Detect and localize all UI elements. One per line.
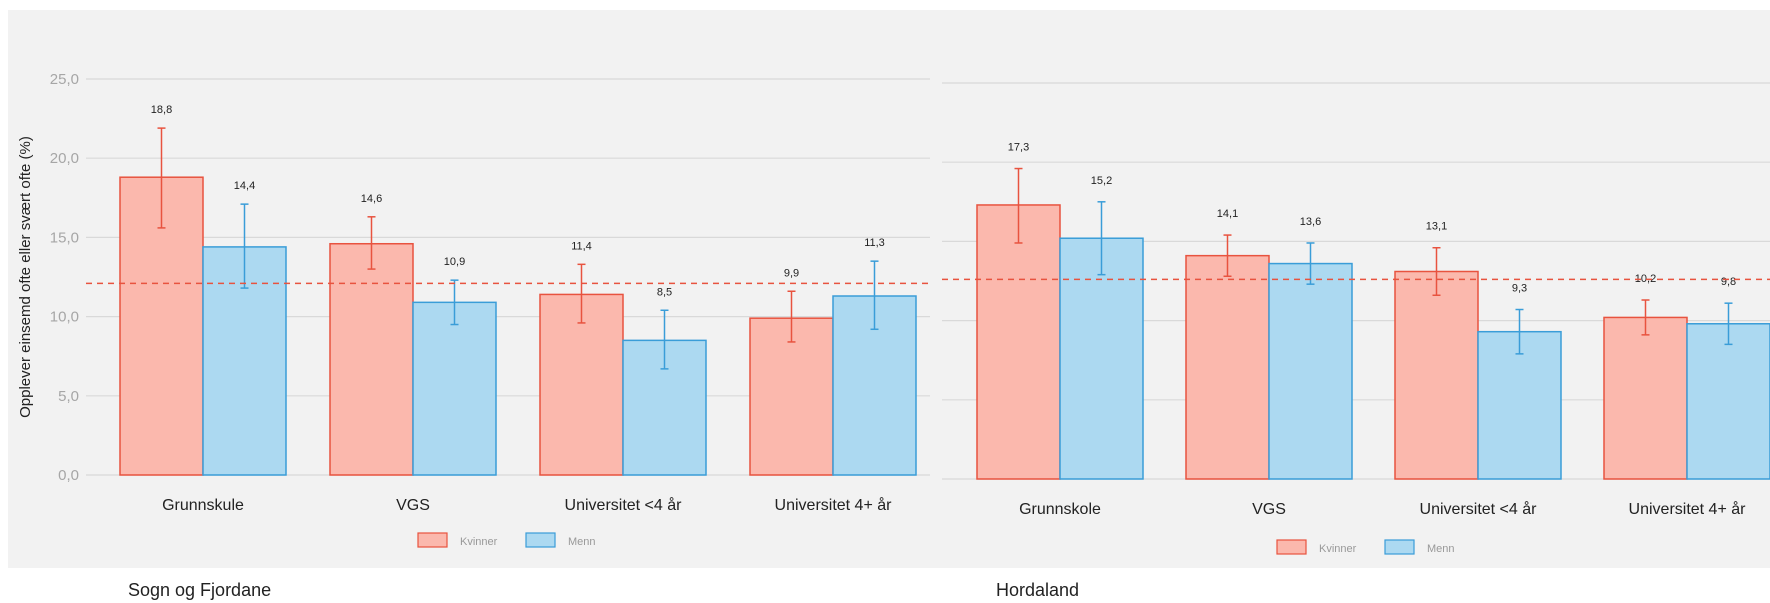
panel1-ytick-label: 10,0 [50,309,79,326]
panel1-data-label: 14,4 [234,180,255,192]
panel1-data-label: 11,3 [864,237,885,249]
panel2-category-label: VGS [1252,501,1286,518]
panel2-legend-label-menn: Menn [1427,543,1455,555]
panel1-category-label: VGS [396,497,430,514]
panel1-legend-label-menn: Menn [568,536,596,548]
panel1-ytick-label: 15,0 [50,229,79,246]
panel2-bar-kvinner [1394,270,1479,480]
panel1-category-label: Universitet <4 år [565,496,683,514]
panel1-data-label: 11,4 [571,240,592,252]
caption-left: Sogn og Fjordane [128,580,272,600]
panel2-bar-menn [1686,323,1770,480]
panel1-data-label: 8,5 [657,286,672,298]
panel1-category-label: Grunnskule [162,497,244,514]
panel1-ytick-label: 5,0 [58,388,79,405]
panel1-legend-swatch-menn [525,532,556,548]
panel2-legend-label-kvinner: Kvinner [1319,543,1357,555]
panel2-bar-kvinner [976,204,1061,480]
panel1-ytick-label: 25,0 [50,71,79,88]
panel1-category-label: Universitet 4+ år [775,496,893,514]
panel2-category-label: Universitet <4 år [1420,500,1538,518]
panel1-data-label: 14,6 [361,193,382,205]
panel1-data-label: 10,9 [444,256,465,268]
panel1-bar-kvinner [749,317,834,476]
panel2-data-label: 14,1 [1217,208,1238,220]
panel1-ytick-label: 0,0 [58,467,79,484]
panel1-legend-label-kvinner: Kvinner [460,536,498,548]
panel1-ytick-label: 20,0 [50,150,79,167]
panel2-bar-menn [1268,262,1353,480]
panel1-y-axis-title: Opplever einsemd ofte eller svært ofte (… [17,136,34,418]
panel1-bar-menn [412,301,497,476]
panel2-bar-kvinner [1185,254,1270,480]
panel2-data-label: 17,3 [1008,142,1029,154]
panel2-legend-swatch-menn [1384,539,1415,555]
panel2-category-label: Universitet 4+ år [1629,500,1747,518]
panel2-bar-kvinner [1603,316,1688,480]
panel2-data-label: 13,1 [1426,221,1447,233]
panel2-legend-swatch-kvinner [1276,539,1307,555]
panel2-bar-menn [1059,237,1144,480]
caption-right: Hordaland [996,580,1080,600]
panel1-bar-kvinner [329,242,414,476]
panel2-bar-menn [1477,330,1562,480]
panel1-data-label: 18,8 [151,104,172,116]
panel2-data-label: 15,2 [1091,175,1112,187]
panel2-data-label: 9,8 [1721,276,1736,288]
panel2-data-label: 13,6 [1300,216,1321,228]
panel1-data-label: 9,9 [784,267,799,279]
panel2-data-label: 10,2 [1635,273,1656,285]
panel2-category-label: Grunnskole [1019,501,1101,518]
panel2-data-label: 9,3 [1512,283,1527,295]
panel1-legend-swatch-kvinner [417,532,448,548]
